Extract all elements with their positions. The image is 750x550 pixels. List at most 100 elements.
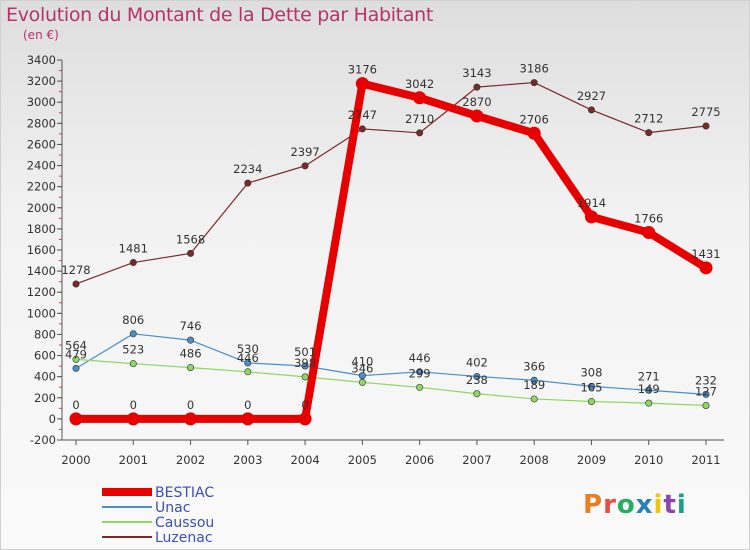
data-label: 410 — [351, 355, 373, 369]
series-line-bestiac — [72, 79, 710, 423]
data-label: 0 — [301, 398, 308, 412]
data-point — [301, 162, 309, 170]
data-label: 3176 — [348, 63, 377, 77]
data-label: 299 — [409, 366, 431, 380]
series-lines — [69, 77, 713, 426]
data-point — [72, 364, 80, 372]
data-label: 2775 — [691, 105, 720, 119]
y-tick-label: 3400 — [27, 53, 56, 67]
data-label: 564 — [65, 338, 87, 352]
y-tick-label: 2600 — [27, 137, 56, 151]
logo-letter: r — [603, 490, 617, 520]
data-label: 189 — [523, 378, 545, 392]
data-label: 2870 — [462, 95, 491, 109]
data-point — [72, 280, 80, 288]
data-label: 2710 — [405, 112, 434, 126]
y-tick-label: 2800 — [27, 116, 56, 130]
data-label: 2927 — [577, 89, 606, 103]
logo-letter: x — [635, 490, 654, 520]
series-bestiac — [69, 77, 713, 426]
data-point — [241, 412, 255, 426]
data-label: 806 — [122, 313, 144, 327]
data-label: 2747 — [348, 108, 377, 122]
logo-letter: i — [676, 490, 687, 520]
data-point — [358, 378, 366, 386]
y-tick-label: -200 — [30, 433, 56, 447]
data-label: 3143 — [462, 66, 491, 80]
legend-label-bestiac: BESTIAC — [155, 485, 214, 501]
x-tick-label: 2005 — [348, 453, 377, 467]
data-point — [702, 122, 710, 130]
x-tick-label: 2000 — [61, 453, 90, 467]
data-label: 346 — [351, 361, 373, 375]
data-point — [358, 125, 366, 133]
data-label: 1481 — [119, 242, 148, 256]
data-point — [244, 359, 252, 367]
data-label: 149 — [638, 382, 660, 396]
data-label: 3042 — [405, 77, 434, 91]
data-label: 2397 — [290, 145, 319, 159]
legend-label-unac: Unac — [155, 500, 190, 516]
data-label: 0 — [244, 398, 251, 412]
data-label: 165 — [580, 380, 602, 394]
data-label: 127 — [695, 384, 717, 398]
data-point — [530, 395, 538, 403]
data-point — [473, 390, 481, 398]
data-point — [129, 259, 137, 267]
data-label: 479 — [65, 347, 87, 361]
y-tick-label: 400 — [34, 370, 56, 384]
data-point — [69, 412, 83, 426]
data-label: 746 — [180, 319, 202, 333]
y-tick-label: 2200 — [27, 180, 56, 194]
data-point — [587, 397, 595, 405]
data-point — [244, 179, 252, 187]
data-label: 308 — [580, 365, 602, 379]
x-tick-label: 2008 — [520, 453, 549, 467]
data-label: 238 — [466, 373, 488, 387]
data-point — [473, 372, 481, 380]
data-point — [527, 126, 541, 140]
y-tick-label: 3200 — [27, 74, 56, 88]
logo-letter: P — [583, 490, 604, 520]
data-label: 486 — [180, 347, 202, 361]
data-point — [298, 412, 312, 426]
data-labels: 0 0 0 0 0 3176 3042 2870 2706 1914 1766 1431 479 806 7… — [61, 62, 720, 412]
data-point — [187, 249, 195, 257]
data-point — [184, 412, 198, 426]
data-label: 1568 — [176, 232, 205, 246]
data-point — [129, 360, 137, 368]
data-label: 2712 — [634, 112, 663, 126]
data-point — [72, 355, 80, 363]
data-label: 446 — [409, 351, 431, 365]
data-label: 1914 — [577, 196, 606, 210]
x-tick-label: 2003 — [233, 453, 262, 467]
series-luzenac — [72, 79, 710, 288]
data-point — [187, 336, 195, 344]
axes: -200020040060080010001200140016001800200… — [27, 53, 724, 467]
data-label: 0 — [187, 398, 194, 412]
data-point — [470, 109, 484, 123]
y-tick-label: 1800 — [27, 222, 56, 236]
data-point — [187, 364, 195, 372]
data-point — [587, 106, 595, 114]
data-label: 232 — [695, 373, 717, 387]
data-label: 0 — [72, 398, 79, 412]
series-line-luzenac — [75, 81, 707, 285]
data-label: 446 — [237, 351, 259, 365]
y-tick-label: 2400 — [27, 159, 56, 173]
data-point — [530, 79, 538, 87]
data-label: 523 — [122, 343, 144, 357]
data-point — [129, 330, 137, 338]
x-tick-label: 2007 — [462, 453, 491, 467]
y-tick-label: 600 — [34, 349, 56, 363]
y-tick-label: 2000 — [27, 201, 56, 215]
data-label: 1278 — [61, 263, 90, 277]
x-tick-label: 2006 — [405, 453, 434, 467]
x-tick-label: 2001 — [119, 453, 148, 467]
data-point — [244, 368, 252, 376]
data-label: 1766 — [634, 211, 663, 225]
data-label: 3186 — [520, 62, 549, 76]
